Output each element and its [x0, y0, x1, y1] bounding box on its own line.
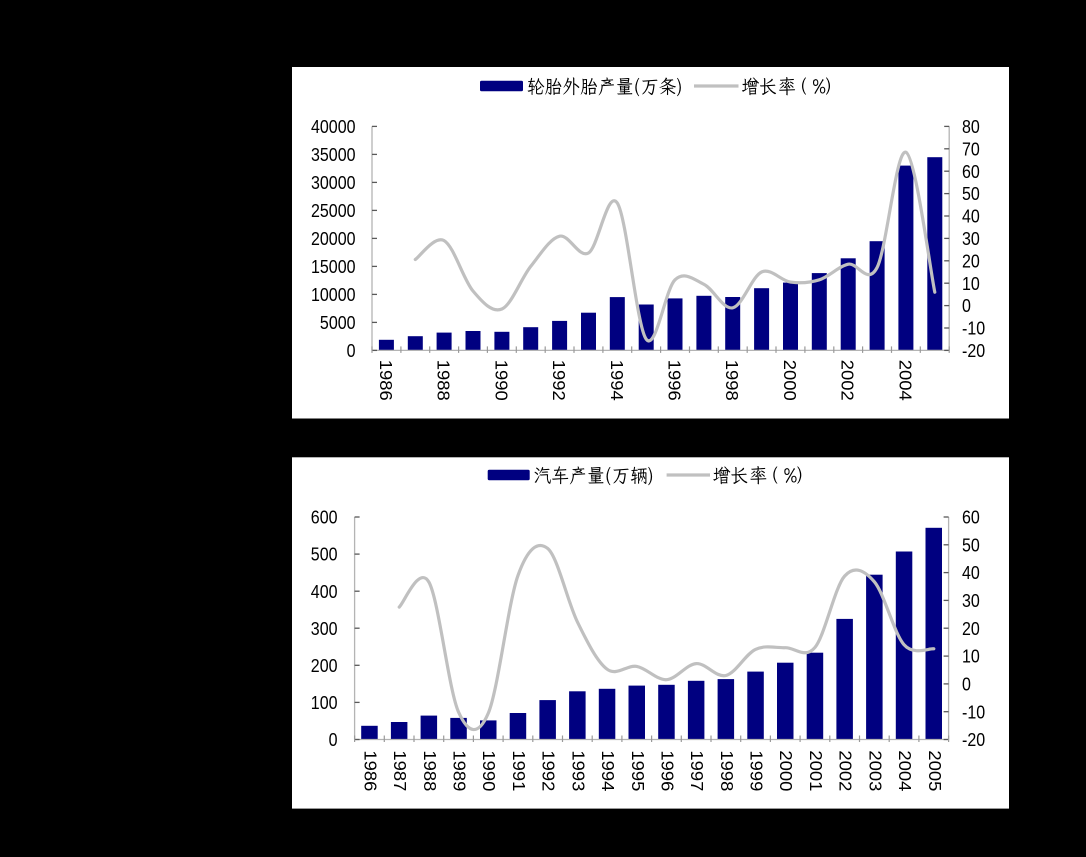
svg-text:20: 20 — [962, 250, 980, 271]
svg-text:1996: 1996 — [665, 360, 685, 401]
svg-text:10000: 10000 — [311, 284, 355, 305]
svg-text:50: 50 — [962, 534, 980, 555]
svg-text:1994: 1994 — [607, 360, 627, 401]
svg-text:0: 0 — [962, 295, 971, 316]
svg-text:1990: 1990 — [479, 750, 499, 791]
svg-text:1990: 1990 — [491, 360, 511, 401]
svg-text:2002: 2002 — [838, 360, 858, 401]
svg-text:1998: 1998 — [717, 750, 737, 791]
svg-text:2003: 2003 — [865, 750, 885, 791]
svg-text:-20: -20 — [962, 340, 985, 361]
svg-text:0: 0 — [347, 340, 356, 361]
svg-text:1999: 1999 — [747, 750, 767, 791]
svg-text:1987: 1987 — [390, 750, 410, 791]
svg-text:400: 400 — [311, 581, 338, 602]
svg-text:30: 30 — [962, 228, 980, 249]
svg-text:2002: 2002 — [836, 750, 856, 791]
svg-text:300: 300 — [311, 618, 338, 639]
svg-text:1995: 1995 — [628, 750, 648, 791]
svg-text:1992: 1992 — [539, 750, 559, 791]
svg-text:1986: 1986 — [376, 360, 396, 401]
svg-text:0: 0 — [329, 729, 338, 750]
svg-text:5000: 5000 — [320, 312, 356, 333]
svg-text:60: 60 — [962, 161, 980, 182]
svg-text:2001: 2001 — [806, 750, 826, 791]
svg-text:1986: 1986 — [361, 750, 381, 791]
svg-text:1989: 1989 — [450, 750, 470, 791]
svg-text:200: 200 — [311, 655, 338, 676]
svg-text:2000: 2000 — [780, 360, 800, 401]
svg-text:60: 60 — [962, 506, 980, 527]
svg-text:20: 20 — [962, 618, 980, 639]
svg-text:1993: 1993 — [568, 750, 588, 791]
svg-text:1998: 1998 — [722, 360, 742, 401]
svg-text:40: 40 — [962, 562, 980, 583]
svg-text:500: 500 — [311, 544, 338, 565]
svg-text:20000: 20000 — [311, 228, 355, 249]
svg-text:-20: -20 — [962, 729, 985, 750]
svg-text:1997: 1997 — [687, 750, 707, 791]
svg-text:35000: 35000 — [311, 144, 355, 165]
svg-text:-10: -10 — [962, 701, 985, 722]
svg-text:30000: 30000 — [311, 172, 355, 193]
svg-text:-10: -10 — [962, 317, 985, 338]
svg-text:80: 80 — [962, 116, 980, 137]
svg-text:1994: 1994 — [598, 750, 618, 791]
svg-text:2005: 2005 — [925, 750, 945, 791]
svg-text:70: 70 — [962, 138, 980, 159]
svg-text:10: 10 — [962, 646, 980, 667]
svg-text:2004: 2004 — [895, 360, 915, 401]
svg-text:0: 0 — [962, 673, 971, 694]
svg-text:600: 600 — [311, 506, 338, 527]
svg-text:2004: 2004 — [895, 750, 915, 791]
svg-text:100: 100 — [311, 692, 338, 713]
svg-text:1988: 1988 — [420, 750, 440, 791]
svg-text:40: 40 — [962, 205, 980, 226]
svg-text:25000: 25000 — [311, 200, 355, 221]
svg-text:2000: 2000 — [776, 750, 796, 791]
svg-text:1991: 1991 — [509, 750, 529, 791]
svg-text:40000: 40000 — [311, 116, 355, 137]
svg-text:1992: 1992 — [549, 360, 569, 401]
svg-text:50: 50 — [962, 183, 980, 204]
svg-text:15000: 15000 — [311, 256, 355, 277]
svg-text:30: 30 — [962, 590, 980, 611]
svg-text:10: 10 — [962, 273, 980, 294]
svg-text:1988: 1988 — [434, 360, 454, 401]
svg-text:1996: 1996 — [658, 750, 678, 791]
